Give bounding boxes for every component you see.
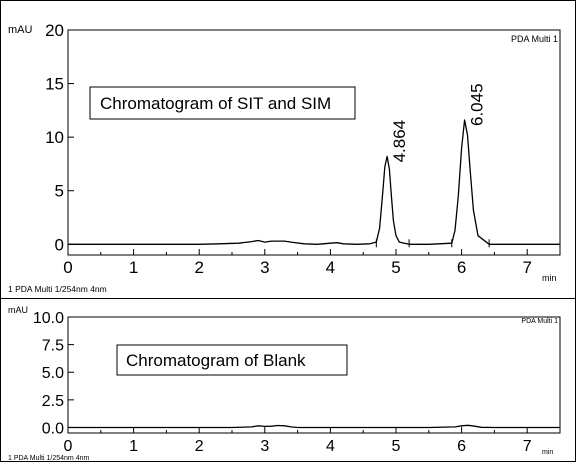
title-box bbox=[89, 86, 356, 120]
x-unit-label: min bbox=[542, 449, 553, 456]
chart-title: Chromatogram of SIT and SIM bbox=[100, 94, 331, 113]
peak-labels: 4.864 6.045 bbox=[390, 83, 486, 162]
chromatogram-trace bbox=[68, 119, 560, 245]
integration-marks bbox=[375, 239, 490, 248]
y-tick-label: 5 bbox=[55, 182, 64, 201]
detector-label: PDA Multi 1 bbox=[511, 34, 558, 44]
x-tick-label: 5 bbox=[391, 258, 400, 277]
x-tick-label: 0 bbox=[63, 258, 72, 277]
y-tick-label: 2.5 bbox=[42, 393, 64, 410]
y-tick-label: 10 bbox=[45, 128, 64, 147]
peak-retention-label: 4.864 bbox=[390, 120, 409, 163]
y-tick-label: 7.5 bbox=[42, 338, 64, 355]
x-tick-label: 3 bbox=[260, 438, 269, 455]
plot-area bbox=[67, 316, 561, 434]
y-tick-label: 0 bbox=[55, 235, 64, 254]
title-box bbox=[116, 344, 348, 376]
y-unit-label: mAU bbox=[8, 305, 28, 315]
x-tick-label: 1 bbox=[129, 258, 138, 277]
series bbox=[68, 119, 560, 245]
chart-panel-blank: mAU PDA Multi 1 min 1 PDA Multi 1/254nm … bbox=[8, 305, 561, 462]
x-tick-label: 7 bbox=[522, 258, 531, 277]
chart-panel-sit-sim: mAU PDA Multi 1 min 1 PDA Multi 1/254nm … bbox=[8, 21, 561, 294]
chromatogram-trace bbox=[68, 424, 560, 429]
x-tick-label: 5 bbox=[392, 438, 401, 455]
y-tick-label: 0.0 bbox=[42, 420, 64, 437]
axes: 0 1 2 3 4 5 6 7 0 5 10 15 20 bbox=[45, 21, 532, 277]
y-tick-label: 5.0 bbox=[42, 365, 64, 382]
y-unit-label: mAU bbox=[8, 24, 33, 36]
x-tick-label: 6 bbox=[457, 258, 466, 277]
x-unit-label: min bbox=[542, 273, 557, 283]
series bbox=[68, 424, 560, 429]
x-tick-label: 1 bbox=[129, 438, 138, 455]
x-tick-label: 4 bbox=[326, 438, 335, 455]
peak-retention-label: 6.045 bbox=[468, 83, 487, 126]
x-tick-label: 4 bbox=[326, 258, 335, 277]
x-tick-label: 6 bbox=[457, 438, 466, 455]
chart-title: Chromatogram of Blank bbox=[126, 351, 306, 370]
detector-label: PDA Multi 1 bbox=[521, 318, 558, 325]
x-tick-label: 2 bbox=[195, 438, 204, 455]
y-tick-label: 15 bbox=[45, 75, 64, 94]
footer-label: 1 PDA Multi 1/254nm 4nm bbox=[8, 284, 107, 294]
footer-label: 1 PDA Multi 1/254nm 4nm bbox=[8, 455, 89, 462]
x-tick-label: 2 bbox=[194, 258, 203, 277]
x-tick-label: 0 bbox=[64, 438, 73, 455]
y-tick-label: 10.0 bbox=[33, 310, 64, 327]
y-tick-label: 20 bbox=[45, 21, 64, 40]
plot-area bbox=[67, 29, 561, 256]
x-tick-label: 7 bbox=[523, 438, 532, 455]
x-tick-label: 3 bbox=[260, 258, 269, 277]
